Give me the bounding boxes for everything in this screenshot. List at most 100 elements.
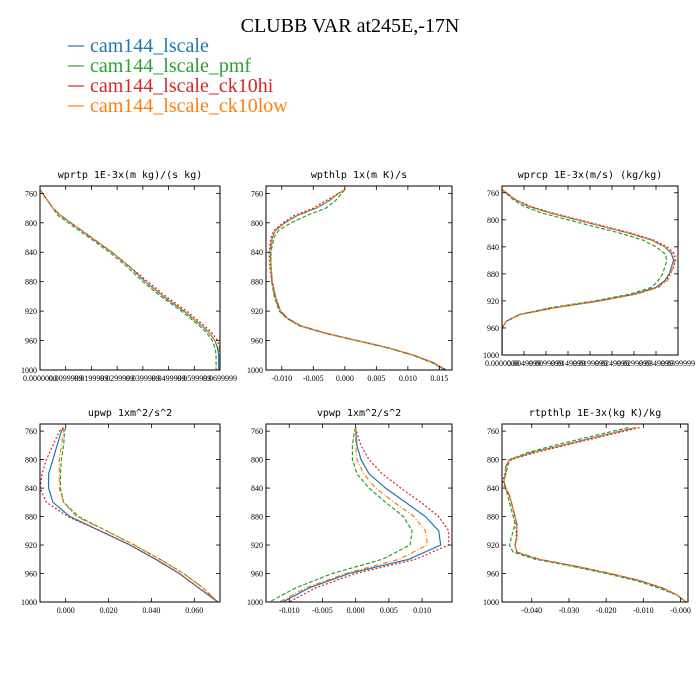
- y-tick-label: 880: [487, 513, 499, 522]
- y-tick-label: 800: [487, 216, 499, 225]
- y-tick-label: 800: [251, 219, 263, 228]
- x-tick-label: 0.000: [336, 374, 354, 383]
- y-tick-label: 1000: [21, 366, 37, 375]
- panel-title: wprtp 1E-3x(m kg)/(s kg): [58, 170, 203, 181]
- x-tick-label: 0.005: [367, 374, 385, 383]
- x-tick-label: 0.005: [380, 606, 398, 615]
- y-tick-label: 960: [487, 324, 499, 333]
- x-tick-label: -0.010: [279, 606, 300, 615]
- panel-5: vpwp 1xm^2/s^2 760 800 840 880 920 960 1000 -0.0…: [247, 408, 453, 615]
- x-tick-label: 0.000: [347, 606, 365, 615]
- series-line: [269, 189, 447, 370]
- series-line: [40, 427, 219, 602]
- panel-title: rtpthlp 1E-3x(kg K)/kg: [529, 408, 661, 419]
- panel-title: wpthlp 1x(m K)/s: [311, 170, 407, 181]
- plot-frame: [501, 185, 679, 356]
- series-line: [502, 188, 668, 355]
- x-tick-label: 0.060: [185, 606, 203, 615]
- x-tick-label: -0.010: [271, 374, 292, 383]
- series-line: [502, 427, 687, 602]
- x-tick-label: 0.015: [430, 374, 448, 383]
- y-tick-label: 920: [487, 297, 499, 306]
- plot-frame: [501, 423, 689, 603]
- series-line: [502, 188, 676, 355]
- x-tick-label: -0.020: [596, 606, 617, 615]
- y-tick-label: 920: [487, 541, 499, 550]
- x-tick-label: 0.0249999: [595, 359, 629, 368]
- series-line: [282, 427, 442, 602]
- series-line: [58, 427, 219, 602]
- x-tick-label: 0.0099999: [529, 359, 563, 368]
- panel-4: upwp 1xm^2/s^2 760 800 840 880 920 960 1000 0.00…: [21, 408, 221, 615]
- legend-label: cam144_lscale: [90, 35, 209, 57]
- x-tick-label: 0.0399999: [126, 374, 160, 383]
- panel-1: wprtp 1E-3x(m kg)/(s kg) 760 800 840 880 920 9…: [21, 170, 237, 383]
- y-tick-label: 920: [25, 541, 37, 550]
- y-tick-label: 1000: [483, 351, 499, 360]
- x-tick-label: -0.005: [303, 374, 324, 383]
- legend-label: cam144_lscale_ck10low: [90, 95, 288, 117]
- series-line: [269, 189, 447, 370]
- x-tick-label: 0.000: [57, 606, 75, 615]
- x-tick-label: 0.0149999: [551, 359, 585, 368]
- y-tick-label: 760: [251, 189, 263, 198]
- y-tick-label: 840: [251, 484, 263, 493]
- series-line: [502, 188, 677, 355]
- x-tick-label: 0.0699999: [203, 374, 237, 383]
- series-line: [279, 427, 429, 602]
- y-tick-label: 880: [487, 270, 499, 279]
- x-tick-label: 0.0049999: [507, 359, 541, 368]
- series-line: [40, 189, 217, 370]
- series-line: [289, 427, 450, 602]
- series-line: [59, 427, 219, 602]
- y-tick-label: 760: [25, 189, 37, 198]
- panel-3: wprcp 1E-3x(m/s) (kg/kg) 760 800 840 880 920 9…: [483, 170, 695, 368]
- y-tick-label: 760: [487, 427, 499, 436]
- y-tick-label: 960: [251, 570, 263, 579]
- y-tick-label: 960: [251, 337, 263, 346]
- y-tick-label: 840: [487, 243, 499, 252]
- x-tick-label: 0.040: [142, 606, 160, 615]
- panel-6: rtpthlp 1E-3x(kg K)/kg 760 800 840 880 920 960…: [483, 408, 691, 615]
- y-tick-label: 800: [25, 219, 37, 228]
- y-tick-label: 1000: [247, 366, 263, 375]
- panel-2: wpthlp 1x(m K)/s 760 800 840 880 920 960 1000 -0…: [247, 170, 453, 383]
- y-tick-label: 920: [251, 541, 263, 550]
- series-line: [502, 188, 675, 355]
- series-line: [40, 189, 220, 370]
- y-tick-label: 840: [487, 484, 499, 493]
- y-tick-label: 840: [25, 484, 37, 493]
- panels: wprtp 1E-3x(m kg)/(s kg) 760 800 840 880 920 9…: [21, 170, 695, 615]
- legend: cam144_lscalecam144_lscale_pmfcam144_lsc…: [68, 35, 288, 117]
- panel-title: upwp 1xm^2/s^2: [88, 408, 172, 419]
- y-tick-label: 840: [25, 248, 37, 257]
- y-tick-label: 1000: [21, 598, 37, 607]
- x-tick-label: -0.030: [559, 606, 580, 615]
- plot-frame: [265, 423, 453, 603]
- x-tick-label: 0.0299999: [100, 374, 134, 383]
- x-tick-label: 0.0599999: [177, 374, 211, 383]
- y-tick-label: 1000: [483, 598, 499, 607]
- y-tick-label: 880: [251, 513, 263, 522]
- panel-title: wprcp 1E-3x(m/s) (kg/kg): [518, 170, 663, 181]
- x-tick-label: 0.010: [399, 374, 417, 383]
- y-tick-label: 800: [251, 456, 263, 465]
- plot-frame: [39, 423, 221, 603]
- plot-frame: [265, 185, 453, 371]
- panel-title: vpwp 1xm^2/s^2: [317, 408, 401, 419]
- figure-title: CLUBB VAR at245E,-17N: [241, 15, 460, 37]
- x-tick-label: 0.020: [100, 606, 118, 615]
- y-tick-label: 960: [487, 570, 499, 579]
- series-line: [40, 189, 220, 370]
- x-tick-label: 0.0499999: [152, 374, 186, 383]
- x-tick-label: 0.0349999: [639, 359, 673, 368]
- y-tick-label: 800: [487, 456, 499, 465]
- x-tick-label: 0.010: [413, 606, 431, 615]
- series-line: [503, 427, 687, 602]
- x-tick-label: 0.0000000: [23, 374, 57, 383]
- legend-label: cam144_lscale_ck10hi: [90, 75, 274, 97]
- y-tick-label: 760: [487, 189, 499, 198]
- x-tick-label: -0.000: [670, 606, 691, 615]
- x-tick-label: -0.040: [521, 606, 542, 615]
